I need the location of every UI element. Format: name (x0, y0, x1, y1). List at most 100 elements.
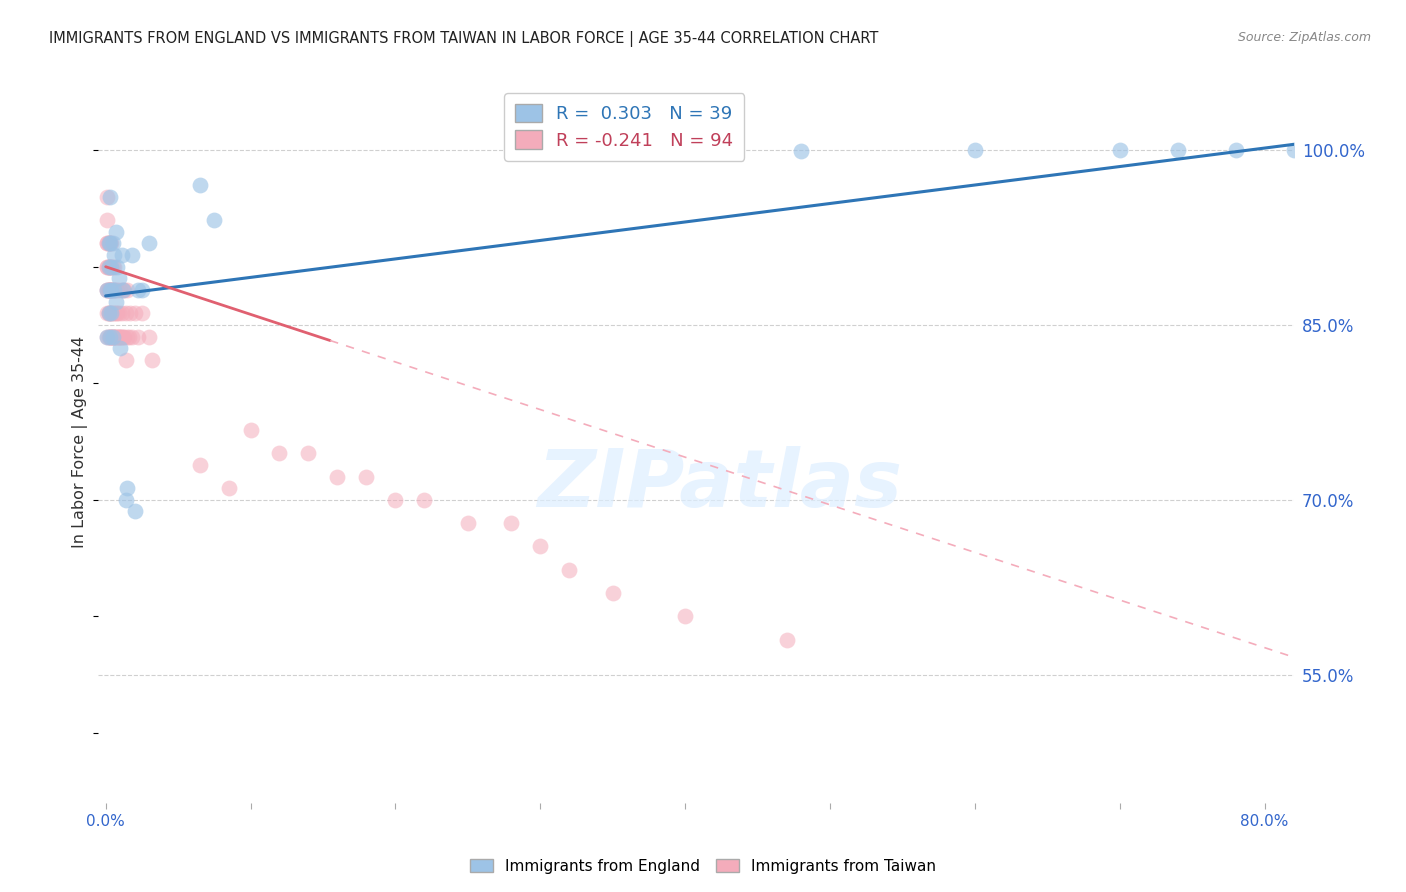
Point (98, 260, 121, 274)
Point (138, 236, 160, 251)
Point (297, 446, 319, 460)
Point (103, 283, 125, 297)
Point (131, 306, 153, 320)
Point (110, 329, 132, 343)
Point (117, 329, 139, 343)
Point (963, 143, 986, 157)
Point (117, 481, 139, 495)
Point (103, 260, 125, 274)
Point (131, 283, 153, 297)
Point (501, 516, 523, 530)
Point (107, 271, 129, 285)
Point (104, 306, 127, 320)
Point (100, 329, 122, 343)
Point (105, 306, 128, 320)
Point (97, 236, 120, 251)
Point (101, 329, 124, 343)
Point (112, 283, 135, 297)
Point (1282, 143, 1305, 157)
Point (98, 236, 121, 251)
Text: ZIPatlas: ZIPatlas (537, 446, 903, 524)
Point (105, 329, 128, 343)
Point (97, 306, 120, 320)
Point (97, 260, 120, 274)
Point (96, 283, 118, 297)
Point (413, 492, 436, 507)
Point (104, 225, 127, 239)
Point (96, 283, 118, 297)
Point (138, 329, 160, 343)
Point (96, 283, 118, 297)
Point (115, 306, 138, 320)
Point (108, 329, 131, 343)
Point (115, 353, 138, 368)
Point (107, 306, 129, 320)
Point (326, 469, 349, 483)
Point (188, 458, 211, 472)
Point (124, 504, 146, 518)
Legend: Immigrants from England, Immigrants from Taiwan: Immigrants from England, Immigrants from… (464, 853, 942, 880)
Point (107, 329, 129, 343)
Point (790, 145, 813, 159)
Text: Source: ZipAtlas.com: Source: ZipAtlas.com (1237, 31, 1371, 45)
Point (96, 236, 118, 251)
Point (100, 283, 122, 297)
Point (104, 283, 127, 297)
Point (124, 306, 146, 320)
Point (114, 283, 136, 297)
Point (101, 329, 124, 343)
Point (96, 306, 118, 320)
Point (1225, 143, 1247, 157)
Point (127, 329, 149, 343)
Point (103, 283, 125, 297)
Point (97, 260, 120, 274)
Point (558, 143, 581, 157)
Point (98, 236, 121, 251)
Point (97, 329, 120, 343)
Point (108, 341, 131, 355)
Point (101, 283, 124, 297)
Point (100, 260, 122, 274)
Point (117, 283, 139, 297)
Point (558, 563, 581, 577)
Point (104, 329, 127, 343)
Point (121, 329, 143, 343)
Point (529, 540, 551, 554)
Point (105, 260, 128, 274)
Point (384, 492, 406, 507)
Point (101, 260, 124, 274)
Point (97, 283, 120, 297)
Point (239, 423, 262, 437)
Point (112, 329, 135, 343)
Point (120, 306, 142, 320)
Point (121, 248, 143, 262)
Point (97, 283, 120, 297)
Point (96, 329, 118, 343)
Point (110, 306, 132, 320)
Point (100, 329, 122, 343)
Point (100, 283, 122, 297)
Point (96, 329, 118, 343)
Point (98, 329, 121, 343)
Point (96, 190, 118, 204)
Point (1167, 143, 1189, 157)
Point (100, 306, 122, 320)
Point (188, 178, 211, 193)
Y-axis label: In Labor Force | Age 35-44: In Labor Force | Age 35-44 (72, 335, 87, 548)
Point (96, 213, 118, 227)
Point (118, 329, 141, 343)
Point (97, 283, 120, 297)
Point (100, 306, 122, 320)
Point (110, 248, 132, 262)
Point (98, 306, 121, 320)
Point (98, 283, 121, 297)
Point (202, 213, 225, 227)
Point (103, 306, 125, 320)
Point (602, 586, 624, 600)
Point (96, 236, 118, 251)
Point (101, 283, 124, 297)
Point (96, 260, 118, 274)
Point (98, 283, 121, 297)
Point (115, 492, 138, 507)
Point (97, 260, 120, 274)
